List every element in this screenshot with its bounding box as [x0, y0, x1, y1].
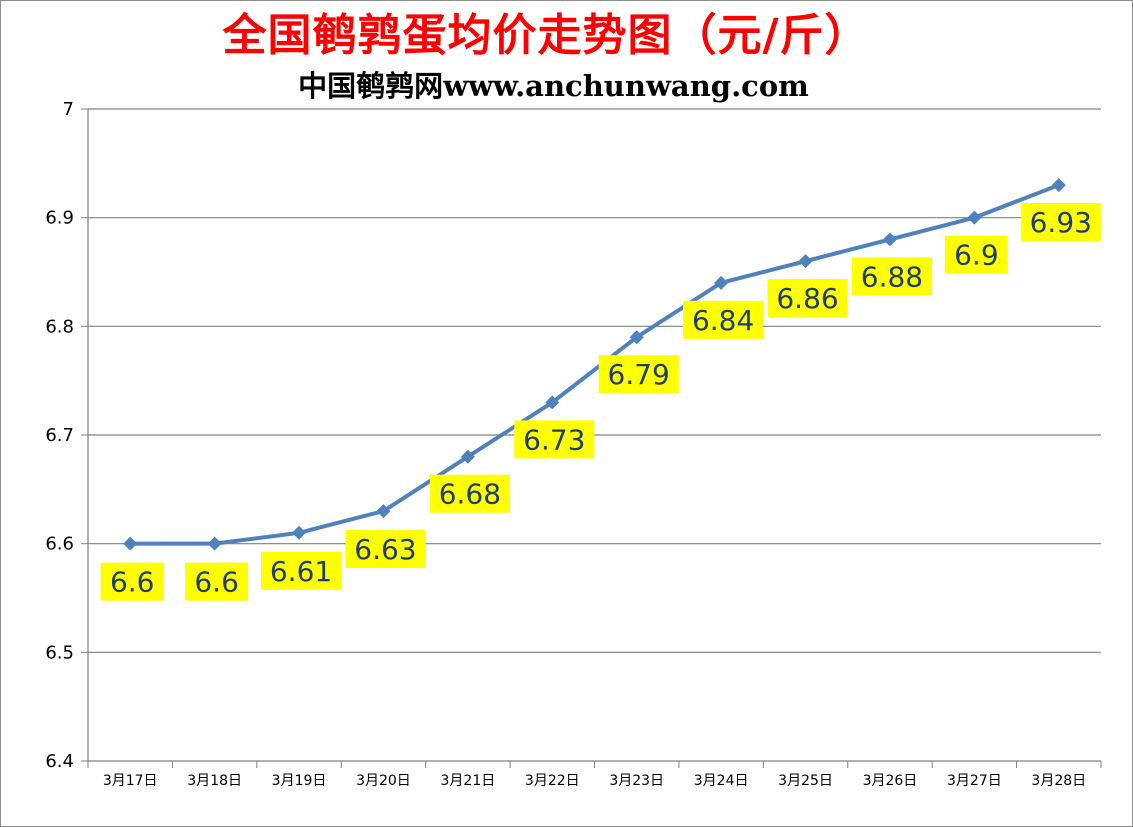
y-tick-label: 6.6	[45, 534, 74, 555]
data-label: 6.86	[776, 282, 838, 315]
data-label-bg	[851, 257, 932, 296]
x-tick-label: 3月19日	[272, 773, 327, 789]
data-point	[376, 504, 391, 519]
x-tick-label: 3月21日	[441, 773, 496, 789]
data-label: 6.79	[608, 358, 670, 391]
data-label-bg	[261, 551, 342, 590]
data-point	[460, 449, 475, 464]
y-tick-label: 7	[63, 99, 74, 120]
series-line	[130, 183, 1060, 546]
data-point	[714, 275, 729, 290]
data-point	[292, 525, 307, 540]
x-tick-label: 3月27日	[947, 773, 1002, 789]
data-label-bg	[345, 530, 426, 569]
y-tick-label: 6.5	[45, 642, 74, 663]
data-label-bg	[100, 562, 164, 601]
y-tick-label: 6.9	[45, 208, 74, 229]
y-tick-label: 6.4	[45, 751, 74, 772]
data-point	[798, 254, 813, 269]
data-point	[207, 536, 222, 551]
x-tick-label: 3月28日	[1031, 773, 1086, 789]
x-tick-label: 3月17日	[103, 773, 158, 789]
data-point	[1051, 178, 1066, 193]
data-point	[882, 232, 897, 247]
x-tick-label: 3月25日	[778, 773, 833, 789]
data-label-bg	[429, 474, 510, 513]
data-label: 6.84	[692, 304, 754, 337]
data-label-bg	[767, 279, 848, 318]
data-label: 6.61	[270, 555, 332, 588]
data-label: 6.6	[194, 566, 239, 599]
data-label: 6.93	[1030, 206, 1092, 239]
x-tick-label: 3月22日	[525, 773, 580, 789]
chart-subtitle: 中国鹌鹑网www.anchunwang.com	[298, 69, 809, 103]
data-point	[967, 210, 982, 225]
data-label-bg	[1020, 203, 1101, 242]
x-tick-label: 3月23日	[609, 773, 664, 789]
x-tick-label: 3月26日	[863, 773, 918, 789]
data-label-bg	[598, 355, 679, 394]
data-point	[545, 395, 560, 410]
data-label: 6.68	[439, 478, 501, 511]
data-label-bg	[185, 562, 249, 601]
data-point	[123, 536, 138, 551]
data-label: 6.88	[861, 260, 923, 293]
data-label: 6.73	[523, 423, 585, 456]
data-label-bg	[683, 300, 764, 339]
y-tick-label: 6.8	[45, 316, 74, 337]
chart-title: 全国鹌鹑蛋均价走势图（元/斤）	[222, 10, 870, 61]
data-label-bg	[944, 235, 1008, 274]
x-tick-label: 3月18日	[187, 773, 242, 789]
x-tick-label: 3月24日	[694, 773, 749, 789]
data-label: 6.63	[354, 533, 416, 566]
data-label-bg	[514, 420, 595, 459]
data-label: 6.9	[954, 239, 999, 272]
data-point	[629, 330, 644, 345]
data-label: 6.6	[110, 566, 155, 599]
x-tick-label: 3月20日	[356, 773, 411, 789]
y-tick-label: 6.7	[45, 425, 74, 446]
